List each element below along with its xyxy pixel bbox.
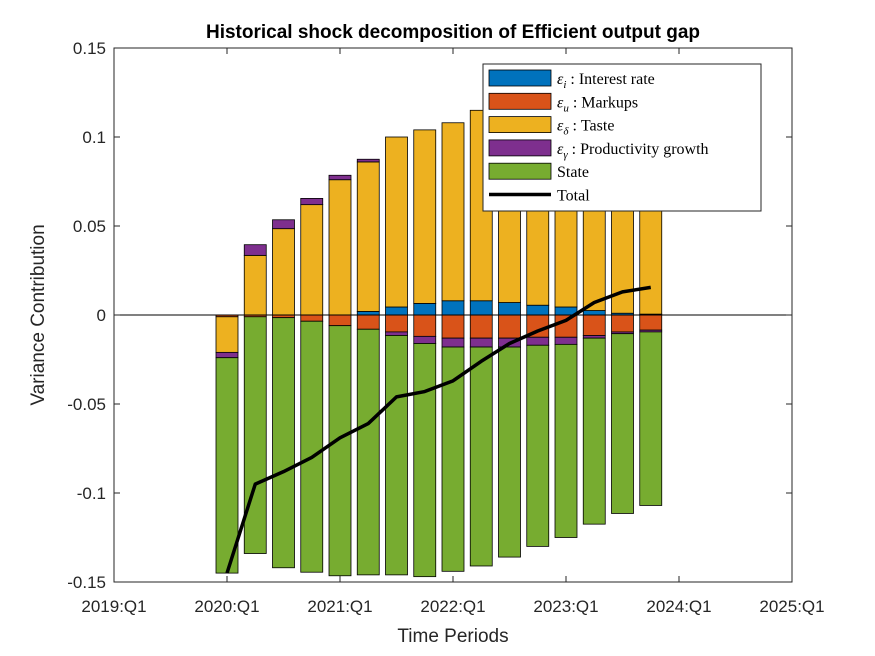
bar-segment-state-15 <box>639 331 663 506</box>
bar-segment-productivity-growth-0 <box>215 351 239 359</box>
bar-segment-state-3 <box>300 320 324 573</box>
x-axis-title: Time Periods <box>397 626 508 647</box>
legend: εi : Interest rate εu : Markups εδ : Taste… <box>482 63 762 212</box>
bar-segment-productivity-growth-12 <box>554 336 578 345</box>
bar-segment-interest-rate-8 <box>441 300 465 316</box>
bar-segment-markups-4 <box>328 314 352 327</box>
bar-segment-productivity-growth-11 <box>526 336 550 346</box>
bar-segment-productivity-growth-7 <box>413 335 437 344</box>
bar-segment-taste-5 <box>356 161 380 312</box>
bar-segment-state-4 <box>328 325 352 577</box>
legend-swatch-taste <box>488 116 552 133</box>
x-tick-label: 2025:Q1 <box>759 597 824 616</box>
bar-segment-state-5 <box>356 328 380 576</box>
bar-segment-productivity-growth-6 <box>385 331 408 336</box>
bar-segment-interest-rate-5 <box>356 311 380 316</box>
bar-segment-state-7 <box>413 343 437 578</box>
x-axis: 2019:Q1 2020:Q1 2021:Q1 2022:Q1 2023:Q1 2024:… <box>81 48 825 616</box>
bar-segment-taste-0 <box>215 316 239 353</box>
bar-segment-interest-rate-13 <box>582 310 606 316</box>
bar-segment-markups-3 <box>300 314 324 322</box>
bar-segment-productivity-growth-5 <box>356 158 380 163</box>
bar-segment-interest-rate-10 <box>498 302 521 316</box>
legend-label: State <box>557 164 589 181</box>
bar-segment-state-8 <box>441 346 465 572</box>
bar-segment-markups-5 <box>356 314 380 330</box>
bar-segment-markups-15 <box>639 314 663 331</box>
bar-segment-state-1 <box>243 316 267 554</box>
legend-swatch-productivity-growth <box>488 139 552 157</box>
y-tick-label: -0.15 <box>67 573 106 592</box>
bar-segment-interest-rate-9 <box>469 300 493 316</box>
bar-segment-productivity-growth-8 <box>441 337 465 348</box>
bar-segment-state-10 <box>498 346 521 558</box>
y-tick-label: -0.1 <box>77 484 106 503</box>
bar-segment-taste-7 <box>413 129 437 304</box>
total-line <box>225 285 652 574</box>
bar-segment-state-0 <box>215 357 239 574</box>
legend-swatch-interest-rate <box>488 69 552 87</box>
legend-label: εγ : Productivity growth <box>557 141 709 161</box>
legend-swatch-state <box>488 162 552 180</box>
y-axis: -0.15 -0.1 -0.05 0 0.05 0.1 0.15 <box>67 39 792 592</box>
x-tick-label: 2020:Q1 <box>194 597 259 616</box>
bar-segment-interest-rate-7 <box>413 303 437 316</box>
y-tick-label: 0.15 <box>73 39 106 58</box>
bar-segment-state-9 <box>469 346 493 567</box>
bar-segment-taste-8 <box>441 122 465 302</box>
bar-segment-taste-3 <box>300 204 324 316</box>
bar-segment-state-2 <box>272 317 295 569</box>
legend-label: εδ : Taste <box>557 118 614 138</box>
bar-segment-productivity-growth-3 <box>300 198 324 206</box>
legend-label: εu : Markups <box>557 94 638 114</box>
bar-segment-productivity-growth-4 <box>328 174 352 181</box>
x-tick-label: 2023:Q1 <box>533 597 598 616</box>
bar-segment-markups-7 <box>413 314 437 337</box>
bar-segment-markups-8 <box>441 314 465 339</box>
bar-segment-taste-2 <box>272 228 295 316</box>
bar-segment-state-6 <box>385 335 408 576</box>
x-tick-label: 2022:Q1 <box>420 597 485 616</box>
bar-segment-markups-10 <box>498 314 521 339</box>
bar-segment-productivity-growth-9 <box>469 337 493 348</box>
legend-swatch-markups <box>488 92 552 110</box>
y-tick-label: 0.1 <box>82 128 106 147</box>
bar-segment-interest-rate-11 <box>526 304 550 316</box>
bar-segment-markups-13 <box>582 314 606 336</box>
chart-title: Historical shock decomposition of Effici… <box>206 22 700 43</box>
legend-box <box>482 63 762 212</box>
y-axis-title: Variance Contribution <box>28 224 49 405</box>
y-tick-label: -0.05 <box>67 395 106 414</box>
x-tick-label: 2019:Q1 <box>81 597 146 616</box>
bar-segment-state-13 <box>582 337 606 525</box>
x-tick-label: 2021:Q1 <box>307 597 372 616</box>
legend-label: εi : Interest rate <box>557 71 655 91</box>
y-tick-label: 0.05 <box>73 217 106 236</box>
bar-segment-interest-rate-6 <box>385 306 408 316</box>
x-tick-label: 2024:Q1 <box>646 597 711 616</box>
bar-segment-productivity-growth-1 <box>243 244 267 256</box>
legend-label: Total <box>557 188 590 205</box>
bar-segment-productivity-growth-2 <box>272 219 295 230</box>
bar-segment-productivity-growth-13 <box>582 335 606 339</box>
y-tick-label: 0 <box>97 306 106 325</box>
bar-segment-taste-6 <box>385 136 408 308</box>
bar-segment-markups-6 <box>385 314 408 333</box>
bar-segment-markups-9 <box>469 314 493 339</box>
bar-segment-state-11 <box>526 344 550 547</box>
bar-segment-taste-1 <box>243 254 267 316</box>
bar-segment-state-14 <box>611 333 634 514</box>
bar-segment-markups-14 <box>611 314 634 333</box>
bar-segment-state-12 <box>554 343 578 538</box>
bar-segment-taste-4 <box>328 179 352 316</box>
